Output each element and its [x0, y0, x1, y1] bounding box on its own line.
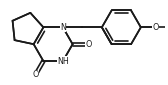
Text: N: N: [60, 23, 66, 32]
Text: NH: NH: [57, 57, 69, 66]
Text: O: O: [32, 70, 39, 79]
Text: O: O: [85, 40, 91, 49]
Text: O: O: [152, 23, 159, 32]
